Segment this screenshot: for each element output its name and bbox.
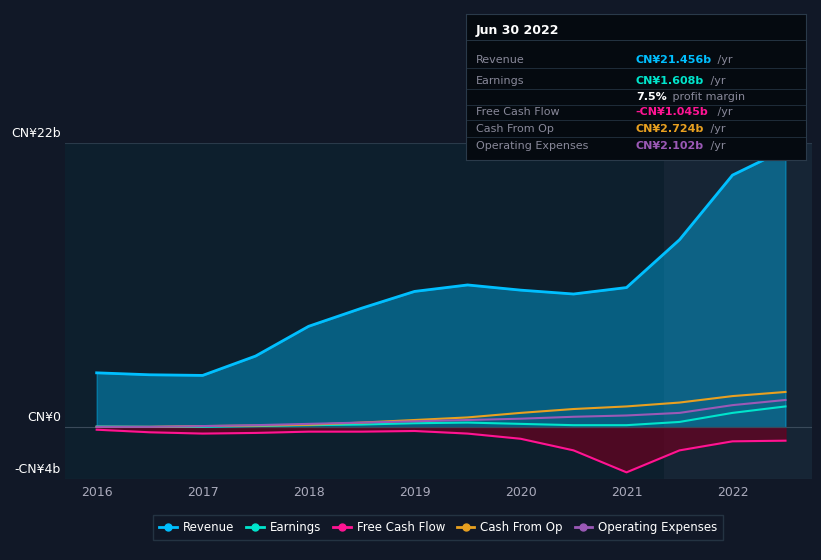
Text: CN¥2.724b: CN¥2.724b [635, 124, 704, 134]
Text: CN¥0: CN¥0 [27, 411, 61, 424]
Text: Revenue: Revenue [475, 55, 525, 65]
Text: /yr: /yr [714, 107, 732, 117]
Legend: Revenue, Earnings, Free Cash Flow, Cash From Op, Operating Expenses: Revenue, Earnings, Free Cash Flow, Cash … [154, 515, 723, 540]
Text: Operating Expenses: Operating Expenses [475, 141, 588, 151]
Text: CN¥22b: CN¥22b [11, 127, 61, 140]
Text: /yr: /yr [707, 76, 725, 86]
Bar [663, 143, 812, 479]
Text: CN¥21.456b: CN¥21.456b [635, 55, 712, 65]
Text: -CN¥1.045b: -CN¥1.045b [635, 107, 709, 117]
Text: profit margin: profit margin [669, 92, 745, 102]
Text: -CN¥4b: -CN¥4b [15, 463, 61, 476]
Text: Earnings: Earnings [475, 76, 525, 86]
Text: /yr: /yr [714, 55, 732, 65]
Text: Jun 30 2022: Jun 30 2022 [475, 24, 559, 37]
Text: Cash From Op: Cash From Op [475, 124, 553, 134]
Text: /yr: /yr [707, 124, 725, 134]
Text: Free Cash Flow: Free Cash Flow [475, 107, 559, 117]
Text: /yr: /yr [707, 141, 725, 151]
Text: 7.5%: 7.5% [635, 92, 667, 102]
Text: CN¥1.608b: CN¥1.608b [635, 76, 704, 86]
Text: CN¥2.102b: CN¥2.102b [635, 141, 704, 151]
